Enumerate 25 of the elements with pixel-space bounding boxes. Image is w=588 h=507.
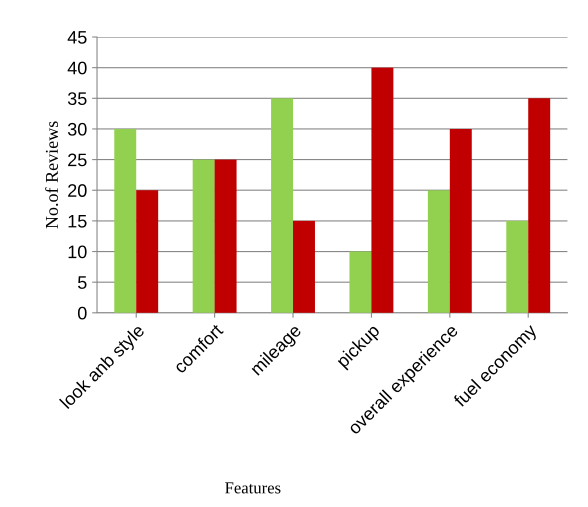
bar: [450, 128, 472, 313]
y-tick-label: 25: [68, 154, 87, 166]
y-tick-label: 0: [78, 306, 87, 320]
y-tick-label: 10: [68, 245, 87, 258]
y-tick-label: 45: [68, 31, 87, 44]
bar: [136, 190, 158, 313]
bar: [214, 160, 237, 313]
y-tick-label: 35: [68, 92, 87, 106]
bar: [428, 190, 450, 313]
bar: [271, 98, 294, 313]
bar: [114, 128, 136, 313]
y-tick-label: 15: [68, 215, 87, 228]
bar: [528, 98, 550, 313]
y-tick-label: 20: [68, 184, 87, 197]
y-axis-title: No.of Reviews: [45, 121, 58, 229]
x-tick-label: look anb style: [59, 323, 148, 412]
y-tick-label: 5: [78, 276, 87, 289]
bar: [506, 220, 528, 313]
bar: [349, 252, 372, 313]
y-tick-label: 40: [68, 62, 87, 74]
y-tick-label: 30: [68, 122, 87, 136]
bar: [192, 160, 215, 313]
bar: [293, 220, 315, 313]
bar: [371, 68, 394, 313]
x-axis-title: Features: [225, 482, 280, 494]
